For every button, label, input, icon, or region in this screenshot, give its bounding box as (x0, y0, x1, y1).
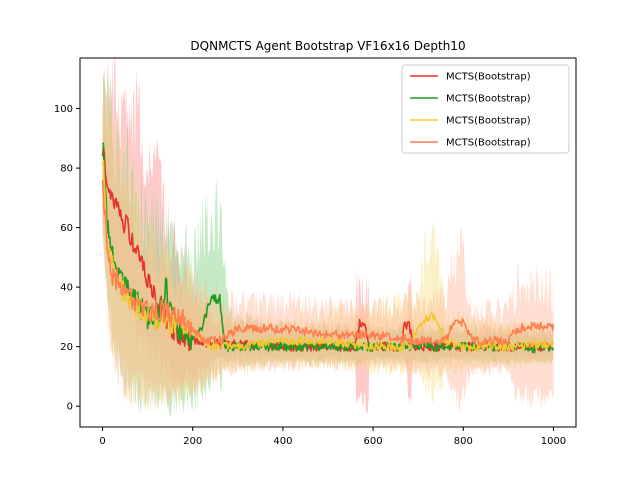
x-tick-label: 200 (183, 436, 202, 447)
x-tick-label: 800 (454, 436, 473, 447)
band-series-1 (102, 54, 554, 414)
y-tick-label: 20 (60, 342, 73, 353)
band-series-2 (102, 70, 554, 416)
legend-label: MCTS(Bootstrap) (446, 94, 531, 105)
line-layer (101, 142, 555, 354)
legend: MCTS(Bootstrap) MCTS(Bootstrap) MCTS(Boots… (401, 64, 570, 154)
y-tick-label: 80 (60, 164, 73, 175)
x-tick-label: 400 (273, 436, 292, 447)
x-tick-label: 1000 (541, 436, 566, 447)
x-axis: 0 200 400 600 800 1000 (99, 427, 566, 447)
legend-label: MCTS(Bootstrap) (446, 72, 531, 83)
y-tick-label: 0 (67, 402, 73, 413)
line-series-4 (101, 179, 555, 346)
legend-box (401, 64, 570, 154)
legend-label: MCTS(Bootstrap) (446, 116, 531, 127)
x-tick-label: 600 (364, 436, 383, 447)
y-axis: 0 20 40 60 80 100 (54, 104, 80, 413)
y-tick-label: 100 (54, 104, 73, 115)
x-tick-label: 0 (99, 436, 105, 447)
y-tick-label: 40 (60, 283, 73, 294)
legend-label: MCTS(Bootstrap) (446, 138, 531, 149)
y-tick-label: 60 (60, 223, 73, 234)
plot-frame (79, 57, 577, 428)
chart-title: DQNMCTS Agent Bootstrap VF16x16 Depth10 (190, 39, 465, 53)
